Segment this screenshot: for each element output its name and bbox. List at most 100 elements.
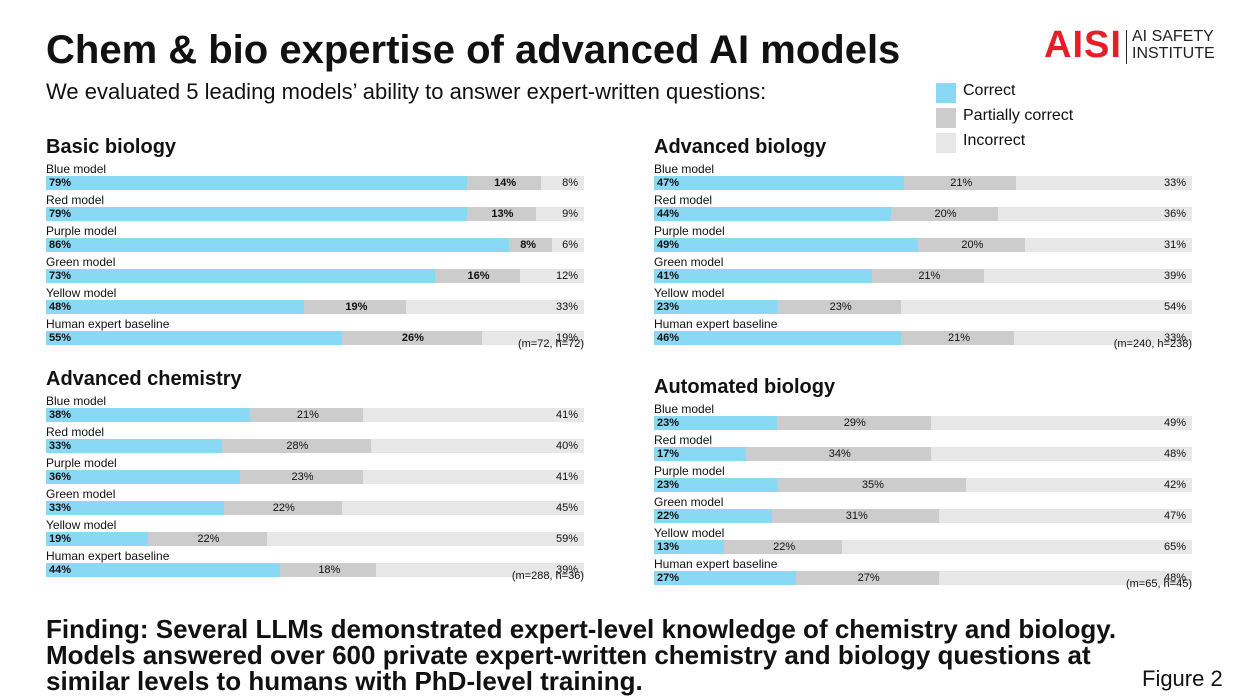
bar-row: Yellow model 23% 23% 54%	[654, 286, 1194, 317]
sample-size-note: (m=288, h=36)	[511, 570, 584, 582]
bar-segment-incorrect	[966, 478, 1192, 492]
value-label-correct: 13%	[657, 541, 680, 553]
chart-advanced-biology: Advanced biology Blue model 47% 21% 33% Red m…	[654, 136, 1194, 350]
bar-row: Human expert baseline 55% 26% 19%	[46, 317, 586, 348]
bar-row: Red model 33% 28% 40%	[46, 425, 586, 456]
value-label-incorrect: 9%	[562, 208, 578, 220]
bar-segment-partial	[772, 509, 940, 523]
bar-segment-incorrect	[939, 509, 1192, 523]
value-label-incorrect: 8%	[562, 177, 578, 189]
value-label-incorrect: 33%	[555, 301, 578, 313]
value-label-incorrect: 31%	[1163, 239, 1186, 251]
value-label-partial: 23%	[829, 301, 852, 313]
category-label: Blue model	[46, 162, 107, 176]
sample-size-note: (m=72, h=72)	[517, 338, 584, 350]
category-label: Human expert baseline	[654, 317, 778, 331]
bar-row: Yellow model 19% 22% 59%	[46, 518, 586, 549]
category-label: Red model	[46, 425, 105, 439]
bar-row: Human expert baseline 27% 27% 48%	[654, 557, 1194, 588]
value-label-partial: 27%	[857, 572, 880, 584]
value-label-incorrect: 45%	[555, 502, 578, 514]
bar-row: Blue model 38% 21% 41%	[46, 394, 586, 425]
value-label-incorrect: 40%	[555, 440, 578, 452]
bar-segment-correct	[46, 238, 509, 252]
value-label-incorrect: 42%	[1163, 479, 1186, 491]
value-label-partial: 13%	[491, 208, 514, 220]
category-label: Red model	[654, 433, 713, 447]
value-label-partial: 22%	[773, 541, 796, 553]
legend-swatch-partial	[936, 108, 956, 128]
category-label: Red model	[46, 193, 105, 207]
category-label: Red model	[654, 193, 713, 207]
stacked-bar	[654, 447, 1192, 461]
value-label-incorrect: 19%	[555, 332, 578, 344]
bar-segment-partial	[148, 532, 267, 546]
bar-segment-correct	[46, 331, 342, 345]
bar-segment-incorrect	[266, 532, 584, 546]
bar-segment-partial	[466, 176, 542, 190]
bar-row: Green model 41% 21% 39%	[654, 255, 1194, 286]
bar-segment-partial	[723, 540, 843, 554]
value-label-correct: 86%	[49, 239, 72, 251]
value-label-partial: 19%	[345, 301, 368, 313]
value-label-correct: 17%	[657, 448, 680, 460]
bar-segment-partial	[250, 408, 364, 422]
value-label-incorrect: 48%	[1163, 572, 1186, 584]
chart-title: Advanced biology	[654, 136, 827, 158]
value-label-incorrect: 33%	[1163, 332, 1186, 344]
stacked-bar	[46, 300, 584, 314]
bar-segment-incorrect	[481, 331, 584, 345]
category-label: Blue model	[654, 402, 715, 416]
value-label-incorrect: 6%	[562, 239, 578, 251]
bar-segment-correct	[654, 447, 747, 461]
finding-text: Finding: Several LLMs demonstrated exper…	[46, 614, 1117, 696]
value-label-partial: 20%	[961, 239, 984, 251]
stacked-bar	[654, 207, 1192, 221]
category-label: Green model	[654, 495, 724, 509]
value-label-partial: 29%	[843, 417, 866, 429]
bar-segment-incorrect	[370, 439, 584, 453]
bar-segment-incorrect	[341, 501, 584, 515]
sample-size-note: (m=65, h=45)	[1125, 578, 1192, 590]
category-label: Human expert baseline	[46, 549, 170, 563]
bar-segment-incorrect	[1016, 176, 1192, 190]
bar-segment-partial	[508, 238, 552, 252]
category-label: Purple model	[654, 224, 725, 238]
bar-segment-partial	[239, 470, 364, 484]
value-label-incorrect: 47%	[1163, 510, 1186, 522]
category-label: Green model	[654, 255, 724, 269]
category-label: Yellow model	[46, 518, 117, 532]
bar-row: Red model 17% 34% 48%	[654, 433, 1194, 464]
bar-segment-partial	[434, 269, 521, 283]
stacked-bar	[46, 238, 584, 252]
bar-segment-incorrect	[541, 176, 584, 190]
bar-segment-incorrect	[376, 563, 584, 577]
bar-segment-partial	[280, 563, 377, 577]
bar-row: Purple model 49% 20% 31%	[654, 224, 1194, 255]
stacked-bar	[654, 571, 1192, 585]
chart-basic-biology: Basic biology Blue model 79% 14% 8% Red model…	[46, 136, 586, 350]
value-label-correct: 46%	[657, 332, 680, 344]
bar-segment-incorrect	[1025, 238, 1192, 252]
bar-segment-correct	[654, 416, 777, 430]
value-label-correct: 38%	[49, 409, 72, 421]
category-label: Yellow model	[654, 286, 725, 300]
bar-segment-correct	[654, 478, 778, 492]
bar-segment-incorrect	[901, 300, 1192, 314]
stacked-bar	[654, 269, 1192, 283]
bar-segment-incorrect	[363, 470, 584, 484]
bar-segment-correct	[46, 501, 224, 515]
chart-automated-biology: Automated biology Blue model 23% 29% 49% Red …	[654, 376, 1194, 590]
value-label-incorrect: 49%	[1163, 417, 1186, 429]
category-label: Green model	[46, 255, 116, 269]
category-label: Yellow model	[46, 286, 117, 300]
bar-segment-partial	[466, 207, 537, 221]
bar-segment-incorrect	[406, 300, 584, 314]
bar-segment-incorrect	[842, 540, 1192, 554]
category-label: Purple model	[46, 456, 117, 470]
stacked-bar	[46, 269, 584, 283]
bar-segment-partial	[221, 439, 371, 453]
bar-row: Red model 44% 20% 36%	[654, 193, 1194, 224]
logo-divider	[1126, 30, 1127, 64]
legend-label: Incorrect	[963, 132, 1026, 149]
